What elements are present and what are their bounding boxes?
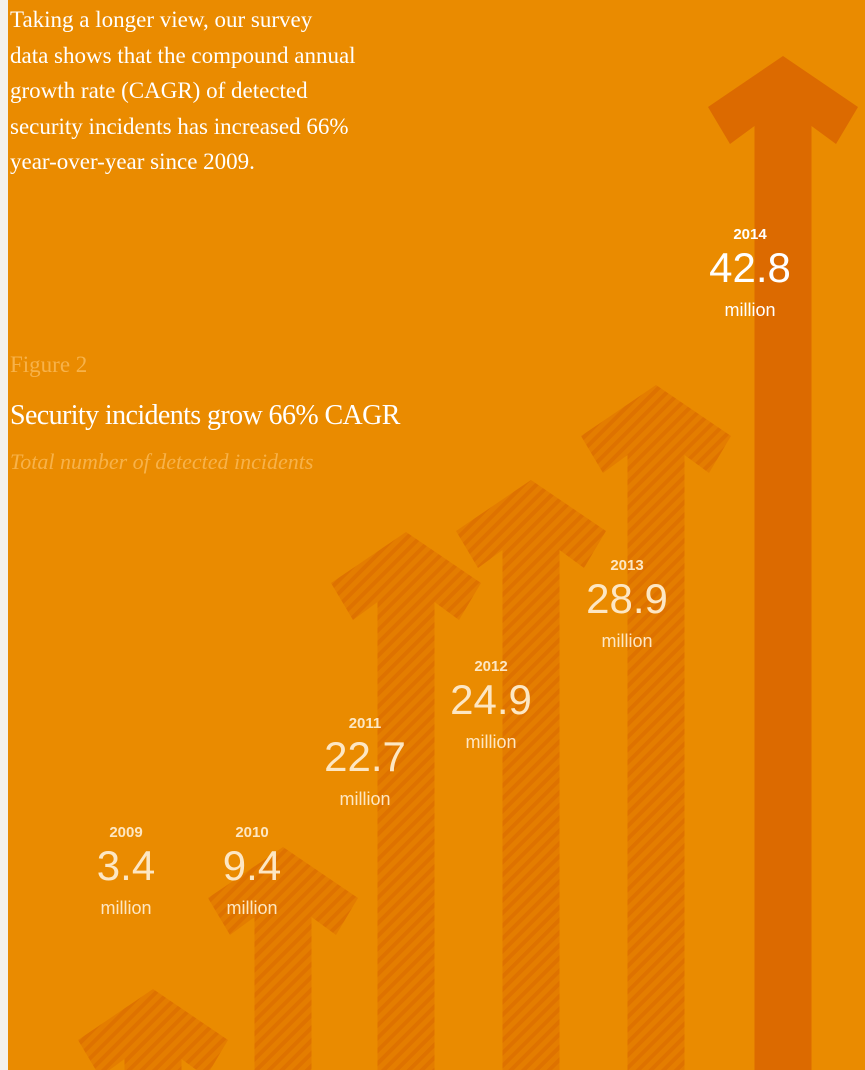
arrow-bar-2012	[456, 480, 606, 1070]
value-label: 28.9	[586, 575, 668, 622]
arrow-bar-2010	[208, 847, 358, 1070]
unit-label: million	[100, 898, 151, 918]
unit-label: million	[226, 898, 277, 918]
year-label: 2014	[733, 226, 767, 243]
intro-line: year-over-year since 2009.	[10, 149, 255, 174]
unit-label: million	[465, 732, 516, 752]
unit-label: million	[601, 631, 652, 651]
unit-label: million	[339, 789, 390, 809]
intro-line: Taking a longer view, our survey	[10, 7, 313, 32]
year-label: 2010	[235, 824, 268, 841]
year-label: 2011	[349, 715, 382, 732]
arrow-bar-2011	[331, 532, 481, 1070]
arrow-bar-2014	[708, 56, 858, 1070]
intro-line: growth rate (CAGR) of detected	[10, 78, 308, 103]
year-label: 2009	[109, 824, 142, 841]
year-label: 2012	[474, 658, 507, 675]
left-margin-strip	[0, 0, 8, 1070]
arrow-bar-2013	[581, 385, 731, 1070]
unit-label: million	[724, 300, 775, 320]
value-label: 9.4	[223, 842, 281, 889]
value-label: 22.7	[324, 733, 406, 780]
value-label: 42.8	[709, 244, 791, 291]
figure-number: Figure 2	[10, 352, 88, 377]
value-label: 24.9	[450, 676, 532, 723]
figure-title: Security incidents grow 66% CAGR	[10, 400, 400, 431]
arrow-bar-2009	[78, 989, 228, 1070]
intro-paragraph: Taking a longer view, our survey data sh…	[10, 2, 430, 180]
intro-line: security incidents has increased 66%	[10, 113, 349, 139]
year-label: 2013	[610, 557, 643, 574]
figure-subtitle: Total number of detected incidents	[10, 449, 314, 474]
intro-line: data shows that the compound annual	[10, 42, 356, 68]
value-label: 3.4	[97, 842, 155, 889]
